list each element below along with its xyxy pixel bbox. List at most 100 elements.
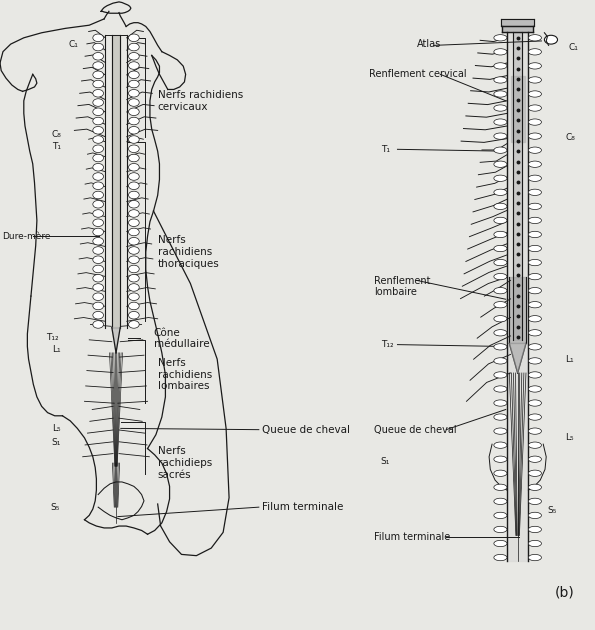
Ellipse shape [93,108,104,115]
Ellipse shape [93,89,104,97]
Ellipse shape [129,210,139,217]
Ellipse shape [494,554,507,561]
Ellipse shape [494,49,507,55]
Ellipse shape [494,133,507,139]
Ellipse shape [494,498,507,505]
Ellipse shape [129,163,139,171]
Ellipse shape [93,34,104,42]
Ellipse shape [494,329,507,336]
Ellipse shape [494,428,507,434]
Ellipse shape [494,512,507,518]
Polygon shape [112,328,120,353]
Text: (b): (b) [555,585,574,599]
Ellipse shape [528,287,541,294]
Ellipse shape [494,119,507,125]
Ellipse shape [93,265,104,273]
Ellipse shape [528,189,541,195]
Ellipse shape [93,145,104,152]
Ellipse shape [93,117,104,125]
Ellipse shape [93,200,104,208]
Text: C₈: C₈ [52,130,62,139]
Ellipse shape [93,127,104,134]
Ellipse shape [494,442,507,449]
Ellipse shape [494,245,507,251]
Ellipse shape [528,63,541,69]
Ellipse shape [494,414,507,420]
Ellipse shape [528,414,541,420]
Ellipse shape [129,52,139,60]
Ellipse shape [528,470,541,476]
Ellipse shape [129,135,139,143]
Ellipse shape [528,245,541,251]
Ellipse shape [93,182,104,190]
Ellipse shape [528,231,541,238]
Ellipse shape [528,35,541,41]
Ellipse shape [93,43,104,51]
Ellipse shape [528,400,541,406]
Text: L₅: L₅ [52,424,60,433]
Ellipse shape [93,80,104,88]
Ellipse shape [528,77,541,83]
Ellipse shape [129,247,139,255]
Ellipse shape [528,316,541,322]
Ellipse shape [93,228,104,236]
Text: T₁₂: T₁₂ [46,333,58,341]
Ellipse shape [494,63,507,69]
Ellipse shape [129,293,139,301]
Ellipse shape [129,275,139,282]
Ellipse shape [494,161,507,168]
Ellipse shape [494,260,507,266]
Ellipse shape [93,219,104,227]
Ellipse shape [494,273,507,280]
Text: Renflement cervical: Renflement cervical [369,69,466,79]
Ellipse shape [494,358,507,364]
Polygon shape [502,26,533,32]
Ellipse shape [494,175,507,181]
Ellipse shape [93,62,104,69]
Ellipse shape [129,89,139,97]
Ellipse shape [494,287,507,294]
Ellipse shape [528,344,541,350]
Ellipse shape [129,62,139,69]
Ellipse shape [528,133,541,139]
Ellipse shape [528,498,541,505]
Ellipse shape [93,293,104,301]
Text: Dure-mère: Dure-mère [2,232,51,241]
Ellipse shape [528,260,541,266]
Text: S₅: S₅ [51,503,60,512]
Ellipse shape [528,428,541,434]
Ellipse shape [528,554,541,561]
Text: L₁: L₁ [52,345,60,354]
Ellipse shape [494,105,507,111]
Ellipse shape [129,127,139,134]
Ellipse shape [129,256,139,263]
Ellipse shape [528,161,541,168]
Ellipse shape [129,182,139,190]
Ellipse shape [129,99,139,106]
Ellipse shape [129,238,139,245]
Ellipse shape [93,256,104,263]
Ellipse shape [528,442,541,449]
Ellipse shape [93,71,104,79]
Ellipse shape [494,400,507,406]
Ellipse shape [494,35,507,41]
Ellipse shape [93,154,104,162]
Ellipse shape [129,173,139,180]
Ellipse shape [129,145,139,152]
Ellipse shape [129,219,139,227]
Ellipse shape [93,210,104,217]
Ellipse shape [544,35,558,44]
Ellipse shape [494,526,507,532]
Ellipse shape [494,302,507,308]
Ellipse shape [494,231,507,238]
Ellipse shape [93,247,104,255]
Ellipse shape [93,99,104,106]
Ellipse shape [129,43,139,51]
Ellipse shape [93,163,104,171]
Text: T₁: T₁ [52,142,61,151]
Ellipse shape [129,80,139,88]
Ellipse shape [93,173,104,180]
Ellipse shape [528,329,541,336]
Ellipse shape [528,484,541,491]
Ellipse shape [129,71,139,79]
